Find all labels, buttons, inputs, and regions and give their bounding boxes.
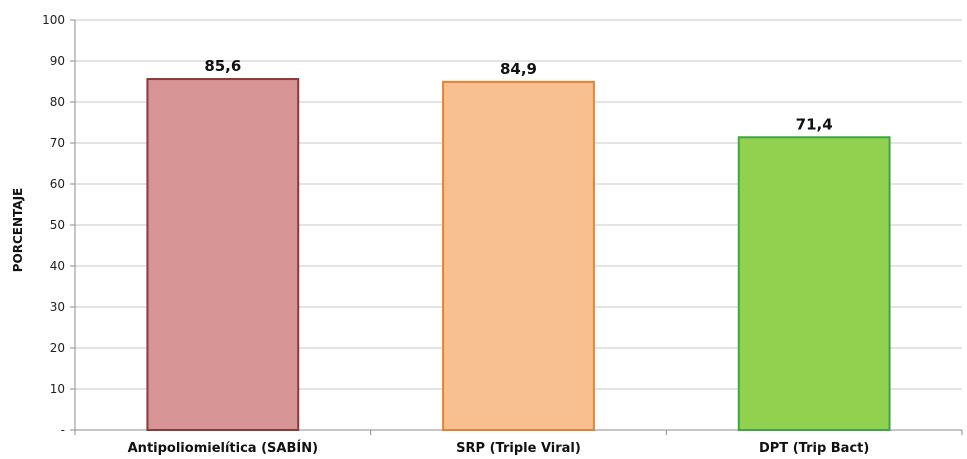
- data-label: 85,6: [204, 57, 241, 75]
- data-labels: 85,6 84,9 71,4: [204, 57, 832, 133]
- y-tick-label: 70: [50, 136, 65, 150]
- bar: [146, 78, 300, 431]
- data-label: 84,9: [500, 60, 537, 78]
- y-tick-label: 10: [50, 382, 65, 396]
- y-tick-label: 90: [50, 54, 65, 68]
- y-tick-label: 30: [50, 300, 65, 314]
- x-tick-label: Antipoliomielítica (SABÍN): [128, 440, 318, 456]
- data-label: 71,4: [796, 115, 833, 133]
- y-tick-label: -: [61, 423, 65, 437]
- y-tick-label: 40: [50, 259, 65, 273]
- category-labels: Antipoliomielítica (SABÍN) SRP (Triple Vi…: [128, 440, 870, 456]
- bar: [442, 80, 595, 431]
- y-tick-label: 50: [50, 218, 65, 232]
- y-tick-label: 20: [50, 341, 65, 355]
- x-tick-label: DPT (Trip Bact): [759, 441, 869, 456]
- y-axis-title: PORCENTAJE: [11, 188, 25, 273]
- y-tick-labels: - 10 20 30 40 50 60 70 80 90 100: [42, 13, 65, 437]
- y-tick-label: 100: [42, 13, 65, 27]
- y-tick-label: 60: [50, 177, 65, 191]
- bars: [146, 78, 891, 431]
- bar: [737, 136, 891, 431]
- y-tick-label: 80: [50, 95, 65, 109]
- x-tick-label: SRP (Triple Viral): [456, 441, 581, 456]
